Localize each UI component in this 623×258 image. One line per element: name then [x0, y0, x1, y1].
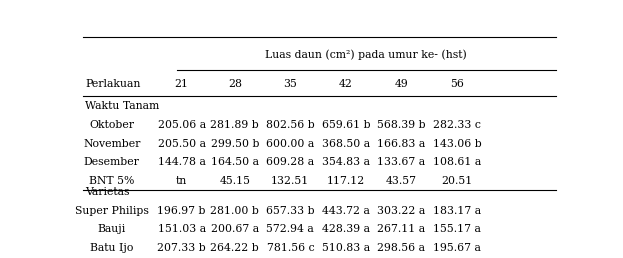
Text: 143.06 b: 143.06 b [432, 139, 482, 149]
Text: 21: 21 [174, 79, 189, 88]
Text: 428.39 a: 428.39 a [322, 224, 370, 235]
Text: Bauji: Bauji [98, 224, 126, 235]
Text: 600.00 a: 600.00 a [266, 139, 315, 149]
Text: Luas daun (cm²) pada umur ke- (hst): Luas daun (cm²) pada umur ke- (hst) [265, 50, 467, 60]
Text: Oktober: Oktober [89, 120, 134, 130]
Text: 42: 42 [339, 79, 353, 88]
Text: BNT 5%: BNT 5% [89, 176, 135, 186]
Text: 568.39 b: 568.39 b [377, 120, 426, 130]
Text: 183.17 a: 183.17 a [433, 206, 481, 216]
Text: 354.83 a: 354.83 a [322, 157, 370, 167]
Text: 205.50 a: 205.50 a [158, 139, 206, 149]
Text: 28: 28 [228, 79, 242, 88]
Text: Desember: Desember [83, 157, 140, 167]
Text: 35: 35 [283, 79, 297, 88]
Text: 132.51: 132.51 [271, 176, 310, 186]
Text: 45.15: 45.15 [219, 176, 250, 186]
Text: 144.78 a: 144.78 a [158, 157, 206, 167]
Text: 195.67 a: 195.67 a [433, 243, 481, 253]
Text: 781.56 c: 781.56 c [267, 243, 314, 253]
Text: 196.97 b: 196.97 b [158, 206, 206, 216]
Text: 108.61 a: 108.61 a [433, 157, 481, 167]
Text: 43.57: 43.57 [386, 176, 417, 186]
Text: 164.50 a: 164.50 a [211, 157, 259, 167]
Text: Waktu Tanam: Waktu Tanam [85, 101, 159, 111]
Text: 659.61 b: 659.61 b [321, 120, 370, 130]
Text: tn: tn [176, 176, 188, 186]
Text: 368.50 a: 368.50 a [322, 139, 370, 149]
Text: Varietas: Varietas [85, 187, 130, 197]
Text: 155.17 a: 155.17 a [433, 224, 481, 235]
Text: 49: 49 [394, 79, 408, 88]
Text: 303.22 a: 303.22 a [378, 206, 426, 216]
Text: 609.28 a: 609.28 a [266, 157, 315, 167]
Text: 657.33 b: 657.33 b [266, 206, 315, 216]
Text: Batu Ijo: Batu Ijo [90, 243, 133, 253]
Text: 298.56 a: 298.56 a [378, 243, 426, 253]
Text: 200.67 a: 200.67 a [211, 224, 259, 235]
Text: 166.83 a: 166.83 a [378, 139, 426, 149]
Text: 802.56 b: 802.56 b [266, 120, 315, 130]
Text: 20.51: 20.51 [441, 176, 472, 186]
Text: 207.33 b: 207.33 b [157, 243, 206, 253]
Text: 282.33 c: 282.33 c [433, 120, 481, 130]
Text: 510.83 a: 510.83 a [322, 243, 370, 253]
Text: November: November [83, 139, 140, 149]
Text: 56: 56 [450, 79, 464, 88]
Text: 572.94 a: 572.94 a [267, 224, 314, 235]
Text: 299.50 b: 299.50 b [211, 139, 259, 149]
Text: 151.03 a: 151.03 a [158, 224, 206, 235]
Text: 264.22 b: 264.22 b [211, 243, 259, 253]
Text: 443.72 a: 443.72 a [322, 206, 370, 216]
Text: 117.12: 117.12 [326, 176, 365, 186]
Text: 267.11 a: 267.11 a [378, 224, 426, 235]
Text: 281.89 b: 281.89 b [211, 120, 259, 130]
Text: 133.67 a: 133.67 a [378, 157, 426, 167]
Text: Perlakuan: Perlakuan [85, 79, 141, 88]
Text: 205.06 a: 205.06 a [158, 120, 206, 130]
Text: 281.00 b: 281.00 b [211, 206, 259, 216]
Text: Super Philips: Super Philips [75, 206, 149, 216]
